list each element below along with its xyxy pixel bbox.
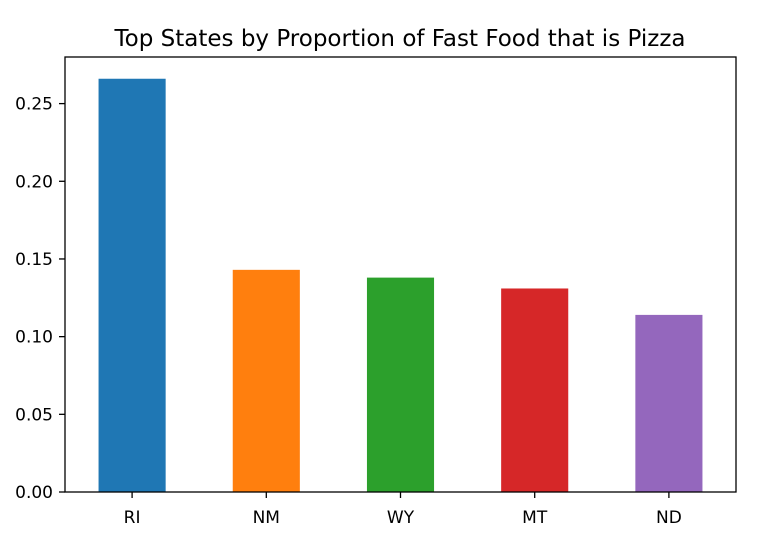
y-tick-label: 0.25 bbox=[15, 95, 53, 115]
bars-group bbox=[98, 78, 703, 492]
x-tick-label-mt: MT bbox=[522, 508, 548, 528]
bar-nd bbox=[635, 314, 703, 492]
bar-mt bbox=[501, 288, 569, 492]
chart-title: Top States by Proportion of Fast Food th… bbox=[114, 26, 686, 52]
bar-ri bbox=[98, 78, 166, 492]
x-tick-label-wy: WY bbox=[387, 508, 415, 528]
y-tick-label: 0.05 bbox=[15, 405, 53, 425]
y-tick-label: 0.00 bbox=[15, 483, 53, 503]
y-tick-label: 0.15 bbox=[15, 250, 53, 270]
y-tick-label: 0.10 bbox=[15, 328, 53, 348]
bar-wy bbox=[366, 277, 435, 492]
bar-nm bbox=[232, 269, 300, 492]
x-tick-label-nm: NM bbox=[253, 508, 280, 528]
x-axis: RI NM WY MT ND bbox=[124, 492, 682, 528]
y-tick-label: 0.20 bbox=[15, 172, 53, 192]
y-axis: 0.00 0.05 0.10 0.15 0.20 0.25 bbox=[15, 95, 65, 503]
x-tick-label-ri: RI bbox=[124, 508, 141, 528]
x-tick-label-nd: ND bbox=[656, 508, 682, 528]
